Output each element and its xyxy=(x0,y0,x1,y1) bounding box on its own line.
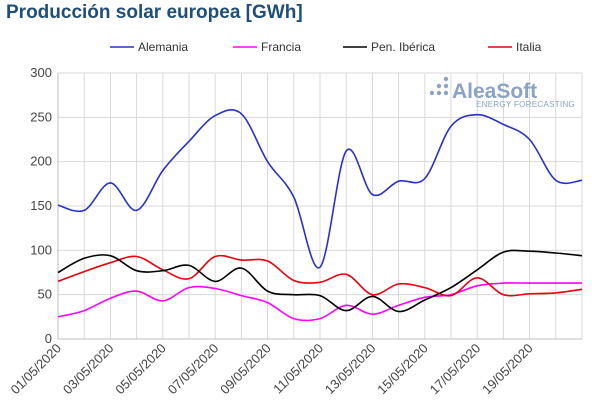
x-tick-label: 09/05/2020 xyxy=(217,341,274,398)
x-tick-label: 11/05/2020 xyxy=(270,341,326,397)
logo-subtext: ENERGY FORECASTING xyxy=(476,100,575,109)
x-tick-label: 07/05/2020 xyxy=(165,341,222,398)
legend-label: Italia xyxy=(516,40,542,54)
legend: Alemania Francia Pen. Ibérica Italia xyxy=(110,40,542,54)
series-line-alemania xyxy=(57,108,583,269)
y-tick-label: 300 xyxy=(30,65,52,80)
axes: 0 50 100 150 200 250 300 01/05/202003/05/202005… xyxy=(7,65,582,397)
series-line-francia xyxy=(57,282,582,322)
series-line-pen-ib-rica xyxy=(57,249,583,313)
y-tick-label: 100 xyxy=(30,242,52,257)
aleasoft-logo: AleaSoft ENERGY FORECASTING xyxy=(429,76,575,109)
logo-text: AleaSoft xyxy=(452,80,537,103)
x-tick-label: 13/05/2020 xyxy=(322,341,379,398)
y-tick-label: 200 xyxy=(30,154,52,169)
y-tick-label: 50 xyxy=(38,287,52,302)
x-tick-label: 17/05/2020 xyxy=(427,341,484,398)
series-lines xyxy=(57,108,583,322)
y-tick-label: 0 xyxy=(45,331,52,346)
x-tick-label: 19/05/2020 xyxy=(479,341,536,398)
y-tick-label: 250 xyxy=(30,109,52,124)
grid-lines xyxy=(57,72,583,340)
legend-label: Alemania xyxy=(138,40,188,54)
legend-label: Pen. Ibérica xyxy=(371,40,435,54)
x-tick-label: 05/05/2020 xyxy=(112,341,169,398)
chart-title: Producción solar europea [GWh] xyxy=(6,2,303,23)
x-tick-label: 03/05/2020 xyxy=(60,341,117,398)
series-line-italia xyxy=(57,254,583,297)
x-tick-label: 15/05/2020 xyxy=(374,341,431,398)
legend-label: Francia xyxy=(261,40,301,54)
y-tick-label: 150 xyxy=(30,198,52,213)
x-tick-label: 01/05/2020 xyxy=(7,341,64,398)
